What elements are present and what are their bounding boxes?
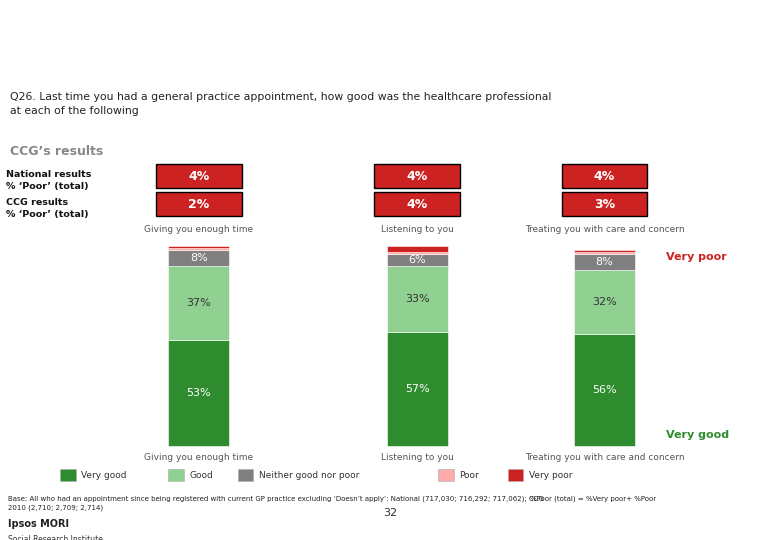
Text: 4%: 4% xyxy=(406,170,428,183)
Text: 57%: 57% xyxy=(405,383,430,394)
Text: Treating you with care and concern: Treating you with care and concern xyxy=(525,453,684,462)
Text: Base: All who had an appointment since being registered with current GP practice: Base: All who had an appointment since b… xyxy=(8,496,544,511)
FancyBboxPatch shape xyxy=(574,254,635,269)
FancyBboxPatch shape xyxy=(168,266,229,340)
Text: Giving you enough time: Giving you enough time xyxy=(144,225,254,234)
Text: Listening to you: Listening to you xyxy=(381,225,454,234)
FancyBboxPatch shape xyxy=(374,164,460,188)
Text: Social Research Institute: Social Research Institute xyxy=(8,535,103,540)
Text: 8%: 8% xyxy=(596,256,613,267)
Text: 33%: 33% xyxy=(405,294,430,303)
Text: Poor: Poor xyxy=(459,471,479,480)
FancyBboxPatch shape xyxy=(574,334,635,445)
Text: Treating you with care and concern: Treating you with care and concern xyxy=(525,225,684,234)
Text: 4%: 4% xyxy=(188,170,210,183)
Text: CCG’s results: CCG’s results xyxy=(10,145,104,158)
FancyBboxPatch shape xyxy=(156,164,242,188)
Text: 32: 32 xyxy=(383,508,397,518)
Text: Listening to you: Listening to you xyxy=(381,453,454,462)
Text: % ‘Poor’ (total): % ‘Poor’ (total) xyxy=(6,210,89,219)
Text: % ‘Poor’ (total): % ‘Poor’ (total) xyxy=(6,182,89,191)
FancyBboxPatch shape xyxy=(387,266,448,332)
FancyBboxPatch shape xyxy=(168,246,229,248)
FancyBboxPatch shape xyxy=(168,249,229,266)
Text: 8%: 8% xyxy=(190,253,207,262)
FancyBboxPatch shape xyxy=(387,246,448,252)
FancyBboxPatch shape xyxy=(168,340,229,446)
FancyBboxPatch shape xyxy=(508,469,523,481)
Text: Giving you enough time: Giving you enough time xyxy=(144,453,254,462)
FancyBboxPatch shape xyxy=(374,192,460,216)
Text: Very good: Very good xyxy=(81,471,126,480)
Text: 32%: 32% xyxy=(592,296,617,307)
Text: 6%: 6% xyxy=(409,255,426,265)
FancyBboxPatch shape xyxy=(562,192,647,216)
Text: Very poor: Very poor xyxy=(666,252,727,262)
FancyBboxPatch shape xyxy=(168,469,183,481)
FancyBboxPatch shape xyxy=(387,252,448,254)
Text: National results: National results xyxy=(6,170,91,179)
Text: Perceptions of care at patients’ last appointment with a
healthcare professional: Perceptions of care at patients’ last ap… xyxy=(10,10,562,52)
FancyBboxPatch shape xyxy=(387,254,448,266)
Text: 53%: 53% xyxy=(186,388,211,397)
FancyBboxPatch shape xyxy=(574,252,635,254)
FancyBboxPatch shape xyxy=(574,249,635,252)
FancyBboxPatch shape xyxy=(574,269,635,334)
Text: 4%: 4% xyxy=(594,170,615,183)
FancyBboxPatch shape xyxy=(562,164,647,188)
Text: Q26. Last time you had a general practice appointment, how good was the healthca: Q26. Last time you had a general practic… xyxy=(10,92,551,116)
FancyBboxPatch shape xyxy=(438,469,454,481)
Text: %Poor (total) = %Very poor+ %Poor: %Poor (total) = %Very poor+ %Poor xyxy=(530,496,657,502)
Text: Good: Good xyxy=(190,471,213,480)
Text: 37%: 37% xyxy=(186,298,211,308)
FancyBboxPatch shape xyxy=(156,192,242,216)
Text: Neither good nor poor: Neither good nor poor xyxy=(259,471,359,480)
FancyBboxPatch shape xyxy=(60,469,76,481)
FancyBboxPatch shape xyxy=(387,332,448,446)
Text: 2%: 2% xyxy=(188,198,210,211)
Text: 4%: 4% xyxy=(406,198,428,211)
Text: Ipsos MORI: Ipsos MORI xyxy=(8,519,69,530)
Text: CCG results: CCG results xyxy=(6,198,69,207)
Text: 3%: 3% xyxy=(594,198,615,211)
Text: Very poor: Very poor xyxy=(529,471,573,480)
FancyBboxPatch shape xyxy=(238,469,254,481)
Text: 56%: 56% xyxy=(592,384,617,395)
FancyBboxPatch shape xyxy=(168,248,229,249)
Text: Very good: Very good xyxy=(666,429,729,440)
